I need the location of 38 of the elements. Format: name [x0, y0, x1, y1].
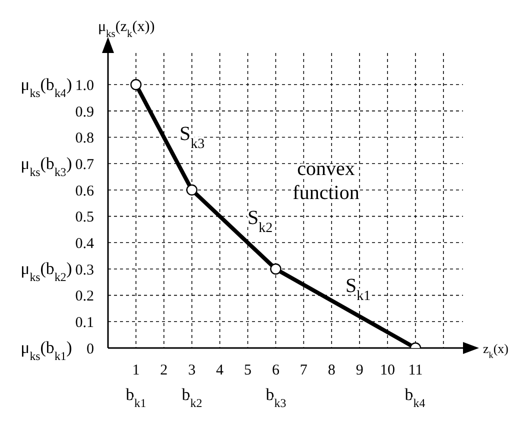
text: b$_{k3}$	[266, 385, 286, 410]
y-tick-label: 0.1	[75, 314, 94, 331]
point	[186, 184, 198, 196]
text: μ$_{ks}$(b$_{k2}$)	[20, 259, 72, 284]
annotation: convex function	[292, 158, 360, 204]
x-tick-label: 10	[380, 362, 396, 379]
y-tick-label: 0.5	[75, 210, 94, 226]
x-axis-title: z$_{k}$(x)	[483, 341, 508, 360]
x-tick-label: 2	[160, 362, 168, 379]
x-tick-label: 1	[132, 362, 140, 379]
point	[130, 79, 142, 90]
y-tick-label: 0.9	[75, 104, 94, 120]
y-tick-label: 0.8	[75, 130, 94, 147]
x-tick-label: 11	[408, 362, 423, 379]
x-tick-label: 9	[356, 362, 364, 379]
text: b$_{k2}$	[182, 385, 202, 410]
annotation: S$_{k1}$	[345, 275, 371, 304]
text: b$_{k1}$	[126, 385, 146, 410]
y-tick-label: 0.6	[75, 183, 94, 200]
text: μ$_{ks}$(b$_{k4}$)	[20, 75, 72, 100]
annotation: S$_{k2}$	[247, 207, 273, 236]
x-tick-label: 5	[244, 362, 252, 379]
text: μ$_{ks}$(b$_{k3}$)	[20, 154, 72, 179]
point	[270, 263, 282, 275]
y-tick-label: 0	[86, 341, 94, 358]
text: μ$_{ks}$(b$_{k1}$)	[20, 338, 72, 363]
x-tick-label: 3	[188, 362, 196, 379]
y-tick-label: 0.4	[75, 236, 94, 252]
text: b$_{k4}$	[404, 385, 426, 410]
x-tick-label: 8	[328, 362, 336, 379]
x-tick-label: 4	[216, 362, 224, 379]
y-tick-label: 0.2	[75, 288, 94, 305]
x-tick-label: 6	[272, 362, 280, 379]
y-tick-label: 0.7	[75, 156, 94, 173]
y-axis-title: μ$_{ks}$(z$_{k}$(x))	[98, 19, 155, 40]
y-tick-label: 1.0	[75, 78, 94, 94]
y-tick-label: 0.3	[75, 262, 94, 278]
x-tick-label: 7	[300, 362, 308, 379]
